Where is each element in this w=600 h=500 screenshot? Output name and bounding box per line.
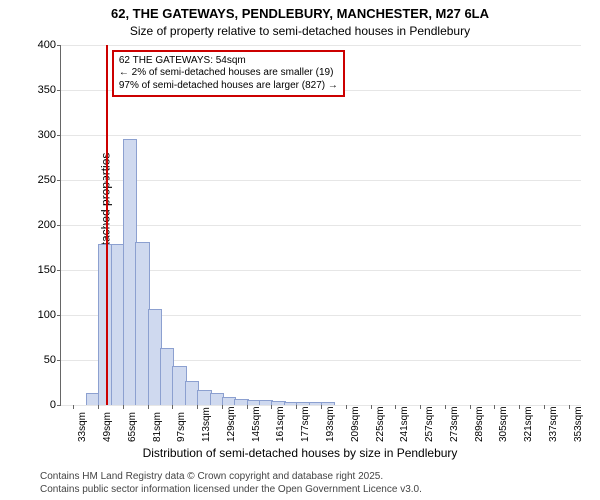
- chart-container: 62, THE GATEWAYS, PENDLEBURY, MANCHESTER…: [0, 0, 600, 500]
- marker-line: [106, 45, 108, 405]
- y-tick-mark: [57, 180, 61, 181]
- gridline: [61, 180, 581, 181]
- x-tick-mark: [73, 405, 74, 409]
- x-tick-label: 97sqm: [176, 412, 187, 442]
- x-tick-label: 177sqm: [300, 406, 311, 442]
- gridline: [61, 225, 581, 226]
- x-tick-label: 337sqm: [548, 406, 559, 442]
- y-tick-label: 0: [26, 399, 56, 411]
- y-tick-label: 100: [26, 309, 56, 321]
- y-tick-mark: [57, 90, 61, 91]
- y-tick-label: 400: [26, 39, 56, 51]
- callout-box: 62 THE GATEWAYS: 54sqm ← 2% of semi-deta…: [112, 50, 345, 98]
- x-tick-label: 353sqm: [573, 406, 584, 442]
- histogram-bar: [321, 402, 335, 405]
- x-tick-label: 129sqm: [226, 406, 237, 442]
- x-tick-label: 321sqm: [523, 406, 534, 442]
- footer-line1: Contains HM Land Registry data © Crown c…: [40, 470, 422, 483]
- y-tick-mark: [57, 315, 61, 316]
- y-tick-mark: [57, 405, 61, 406]
- x-tick-mark: [470, 405, 471, 409]
- y-tick-label: 50: [26, 354, 56, 366]
- callout-line2: ← 2% of semi-detached houses are smaller…: [119, 67, 338, 80]
- x-tick-mark: [494, 405, 495, 409]
- x-tick-label: 273sqm: [449, 406, 460, 442]
- x-tick-mark: [519, 405, 520, 409]
- x-tick-mark: [395, 405, 396, 409]
- x-tick-label: 161sqm: [275, 406, 286, 442]
- x-tick-label: 145sqm: [251, 406, 262, 442]
- x-tick-mark: [420, 405, 421, 409]
- footer-line2: Contains public sector information licen…: [40, 483, 422, 496]
- x-tick-label: 81sqm: [152, 412, 163, 442]
- x-tick-mark: [148, 405, 149, 409]
- x-tick-mark: [569, 405, 570, 409]
- x-tick-mark: [321, 405, 322, 409]
- callout-line1: 62 THE GATEWAYS: 54sqm: [119, 55, 338, 68]
- y-tick-mark: [57, 135, 61, 136]
- y-tick-label: 250: [26, 174, 56, 186]
- gridline: [61, 135, 581, 136]
- x-tick-mark: [222, 405, 223, 409]
- x-tick-label: 65sqm: [127, 412, 138, 442]
- x-tick-mark: [247, 405, 248, 409]
- x-tick-mark: [346, 405, 347, 409]
- y-tick-mark: [57, 225, 61, 226]
- x-tick-label: 193sqm: [325, 406, 336, 442]
- x-tick-mark: [296, 405, 297, 409]
- x-tick-mark: [98, 405, 99, 409]
- y-tick-label: 200: [26, 219, 56, 231]
- footer-text: Contains HM Land Registry data © Crown c…: [40, 470, 422, 496]
- x-tick-mark: [445, 405, 446, 409]
- x-tick-label: 305sqm: [498, 406, 509, 442]
- y-tick-label: 300: [26, 129, 56, 141]
- y-tick-mark: [57, 45, 61, 46]
- y-tick-mark: [57, 270, 61, 271]
- x-tick-mark: [172, 405, 173, 409]
- chart-title: 62, THE GATEWAYS, PENDLEBURY, MANCHESTER…: [0, 6, 600, 21]
- x-tick-label: 49sqm: [102, 412, 113, 442]
- chart-subtitle: Size of property relative to semi-detach…: [0, 24, 600, 38]
- x-tick-label: 289sqm: [474, 406, 485, 442]
- y-tick-label: 350: [26, 84, 56, 96]
- x-tick-mark: [544, 405, 545, 409]
- x-tick-mark: [371, 405, 372, 409]
- x-tick-label: 113sqm: [201, 407, 212, 442]
- y-tick-label: 150: [26, 264, 56, 276]
- x-tick-label: 225sqm: [375, 406, 386, 442]
- callout-line3: 97% of semi-detached houses are larger (…: [119, 80, 338, 93]
- x-tick-mark: [271, 405, 272, 409]
- x-tick-label: 33sqm: [77, 412, 88, 442]
- x-tick-mark: [197, 405, 198, 409]
- y-tick-mark: [57, 360, 61, 361]
- x-axis-label: Distribution of semi-detached houses by …: [0, 446, 600, 460]
- plot-area: 05010015020025030035040033sqm49sqm65sqm8…: [60, 45, 581, 406]
- x-tick-label: 241sqm: [399, 406, 410, 442]
- x-tick-label: 209sqm: [350, 406, 361, 442]
- gridline: [61, 45, 581, 46]
- x-tick-label: 257sqm: [424, 406, 435, 442]
- x-tick-mark: [123, 405, 124, 409]
